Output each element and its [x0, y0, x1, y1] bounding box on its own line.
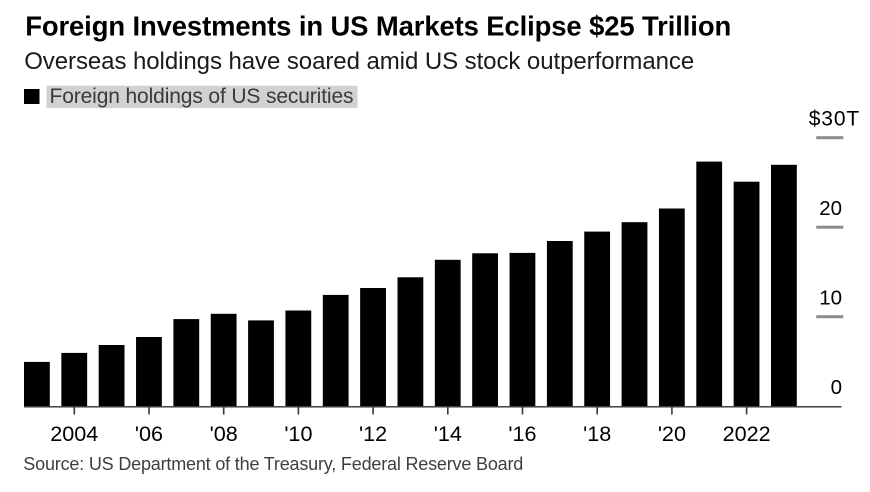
svg-text:'18: '18	[583, 421, 611, 446]
svg-text:2022: 2022	[723, 421, 771, 446]
svg-text:'08: '08	[210, 421, 238, 446]
svg-text:Foreign holdings of US securit: Foreign holdings of US securities	[50, 85, 354, 108]
svg-text:Foreign Investments in US Mark: Foreign Investments in US Markets Eclips…	[25, 11, 731, 42]
svg-text:20: 20	[819, 197, 842, 220]
svg-text:'14: '14	[434, 421, 462, 446]
svg-text:'16: '16	[508, 421, 536, 446]
svg-text:'06: '06	[135, 421, 163, 446]
svg-text:10: 10	[819, 286, 842, 309]
svg-text:2004: 2004	[50, 421, 98, 446]
svg-text:$30T: $30T	[809, 108, 860, 131]
svg-text:'20: '20	[658, 421, 686, 446]
svg-text:'10: '10	[284, 421, 312, 446]
svg-text:Overseas holdings have soared: Overseas holdings have soared amid US st…	[24, 48, 694, 75]
svg-text:'12: '12	[359, 421, 387, 446]
svg-text:0: 0	[831, 376, 842, 399]
svg-text:Source: US Department of the T: Source: US Department of the Treasury, F…	[23, 454, 523, 474]
